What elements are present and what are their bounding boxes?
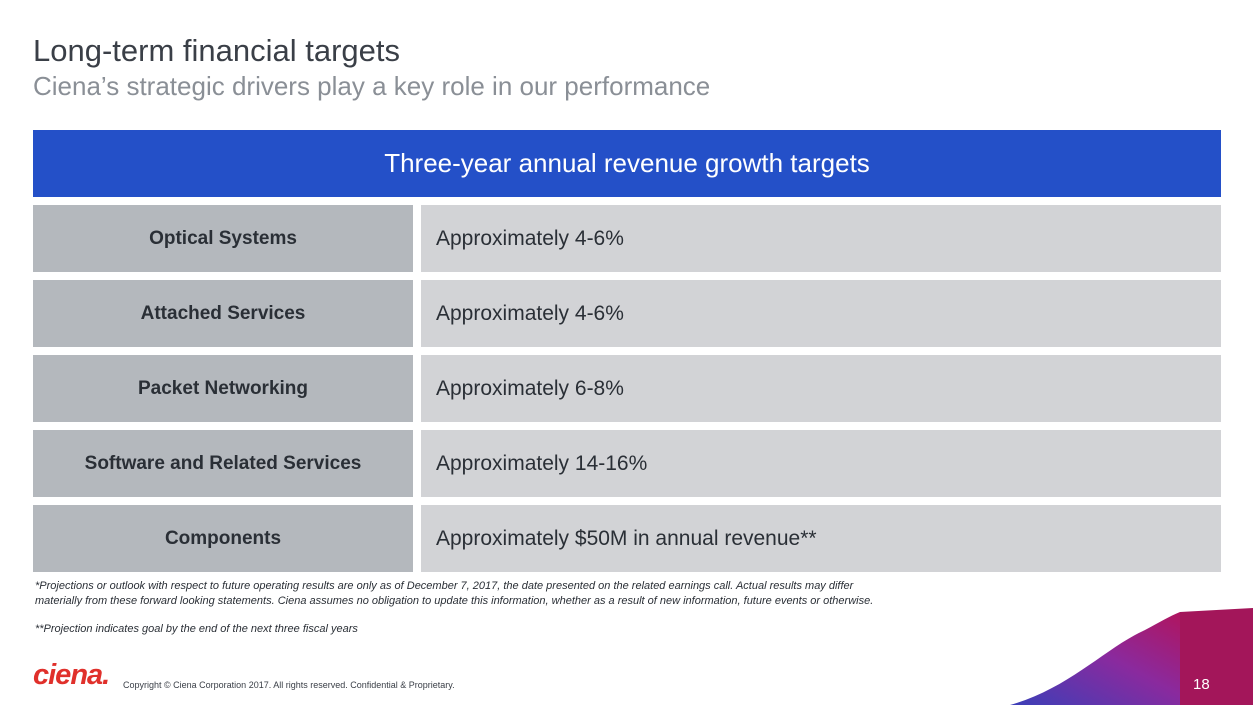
row-value: Approximately 14-16%: [421, 430, 1221, 497]
disclaimer-line-1: *Projections or outlook with respect to …: [35, 580, 854, 592]
row-value: Approximately 4-6%: [421, 280, 1221, 347]
projection-note: **Projection indicates goal by the end o…: [35, 623, 358, 635]
row-value: Approximately 4-6%: [421, 205, 1221, 272]
row-value: Approximately 6-8%: [421, 355, 1221, 422]
disclaimer-line-2: materially from these forward looking st…: [35, 595, 874, 607]
page-title: Long-term financial targets: [33, 33, 401, 68]
table-row: Components Approximately $50M in annual …: [33, 505, 1221, 572]
table-row: Optical Systems Approximately 4-6%: [33, 205, 1221, 272]
table-heading: Three-year annual revenue growth targets: [33, 130, 1221, 197]
brand-swoosh-graphic: [1010, 608, 1253, 705]
table-row: Software and Related Services Approximat…: [33, 430, 1221, 497]
row-label: Optical Systems: [33, 205, 413, 272]
row-value: Approximately $50M in annual revenue**: [421, 505, 1221, 572]
row-label: Components: [33, 505, 413, 572]
row-label: Software and Related Services: [33, 430, 413, 497]
table-row: Attached Services Approximately 4-6%: [33, 280, 1221, 347]
ciena-logo: ciena.: [33, 659, 110, 691]
copyright-text: Copyright © Ciena Corporation 2017. All …: [123, 680, 455, 690]
page-subtitle: Ciena’s strategic drivers play a key rol…: [33, 71, 711, 101]
page-number: 18: [1193, 676, 1210, 693]
row-label: Attached Services: [33, 280, 413, 347]
table-row: Packet Networking Approximately 6-8%: [33, 355, 1221, 422]
row-label: Packet Networking: [33, 355, 413, 422]
